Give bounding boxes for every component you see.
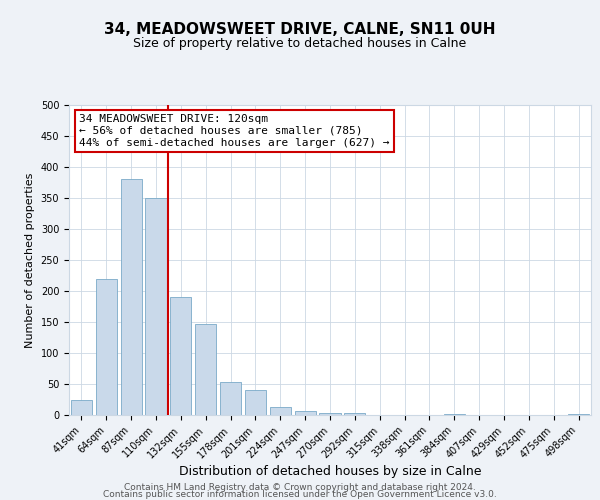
Bar xyxy=(245,390,266,415)
Y-axis label: Number of detached properties: Number of detached properties xyxy=(25,172,35,348)
Bar xyxy=(145,198,167,415)
Bar xyxy=(319,412,341,415)
Text: 34 MEADOWSWEET DRIVE: 120sqm
← 56% of detached houses are smaller (785)
44% of s: 34 MEADOWSWEET DRIVE: 120sqm ← 56% of de… xyxy=(79,114,390,148)
Bar xyxy=(195,324,216,415)
Bar xyxy=(568,414,589,415)
Bar xyxy=(170,297,191,415)
Bar xyxy=(295,410,316,415)
Text: Contains HM Land Registry data © Crown copyright and database right 2024.: Contains HM Land Registry data © Crown c… xyxy=(124,484,476,492)
Bar xyxy=(121,180,142,415)
Text: Contains public sector information licensed under the Open Government Licence v3: Contains public sector information licen… xyxy=(103,490,497,499)
Bar xyxy=(344,412,365,415)
Bar xyxy=(71,400,92,415)
Bar xyxy=(270,407,291,415)
X-axis label: Distribution of detached houses by size in Calne: Distribution of detached houses by size … xyxy=(179,465,481,478)
Bar xyxy=(220,382,241,415)
Text: Size of property relative to detached houses in Calne: Size of property relative to detached ho… xyxy=(133,38,467,51)
Bar xyxy=(444,414,465,415)
Text: 34, MEADOWSWEET DRIVE, CALNE, SN11 0UH: 34, MEADOWSWEET DRIVE, CALNE, SN11 0UH xyxy=(104,22,496,38)
Bar xyxy=(96,278,117,415)
